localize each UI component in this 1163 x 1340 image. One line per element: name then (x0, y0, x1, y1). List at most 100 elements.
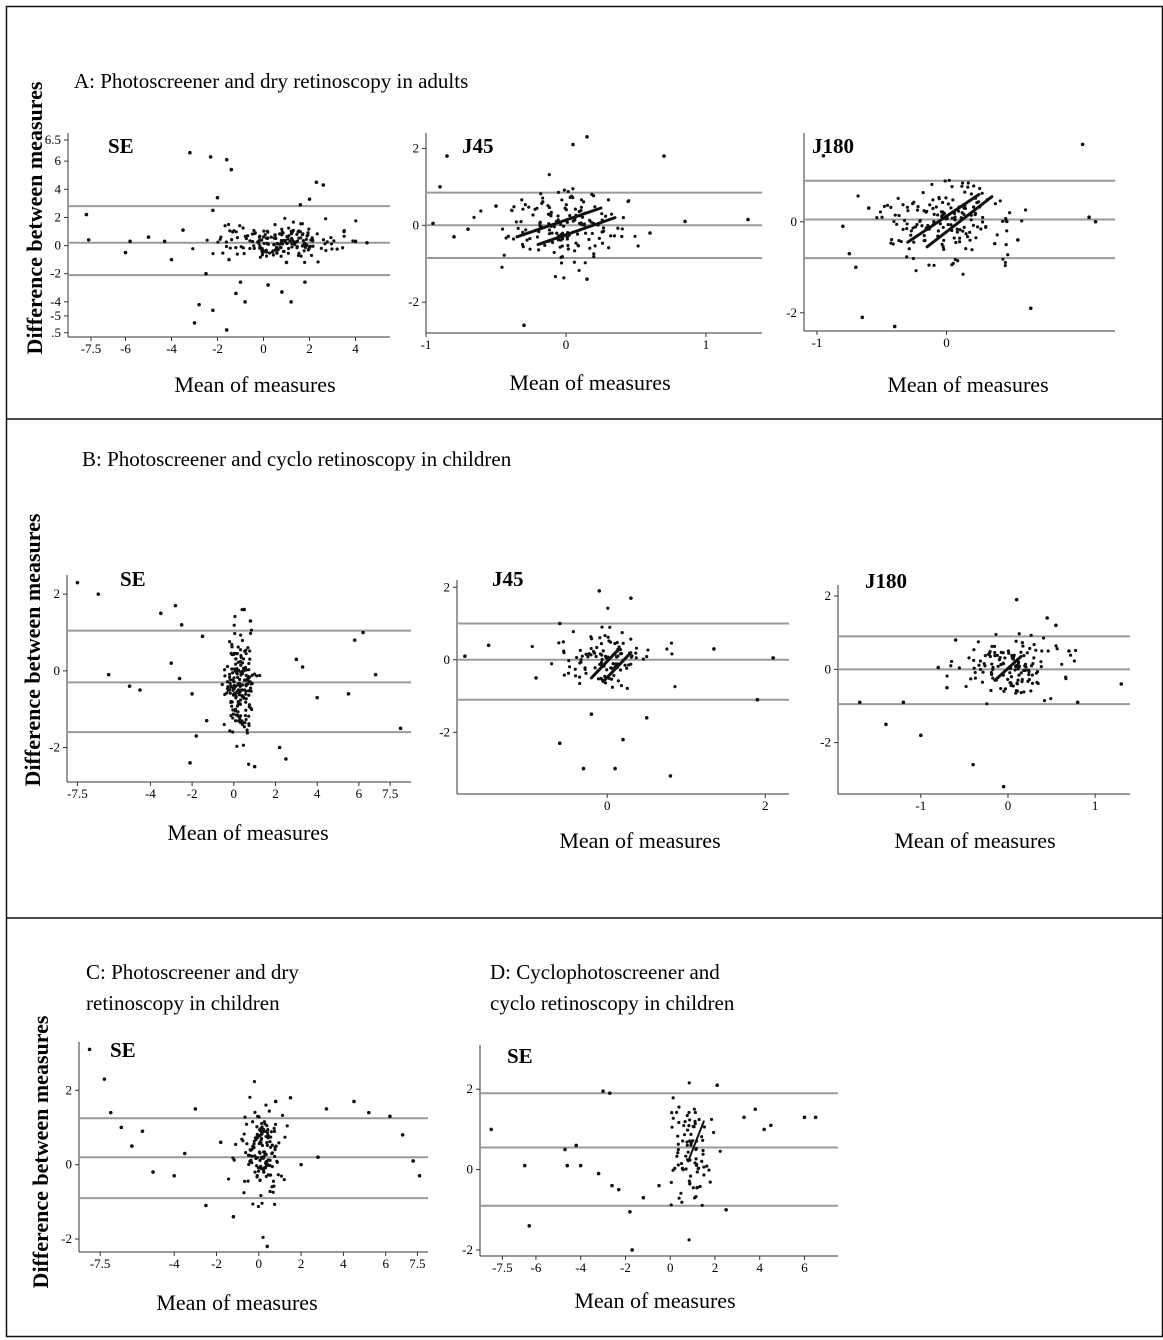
data-point (510, 208, 514, 212)
data-point (1017, 664, 1022, 668)
data-point (265, 1143, 269, 1147)
data-point (248, 619, 253, 623)
data-point (702, 1173, 706, 1177)
data-point (1016, 678, 1020, 682)
data-point (958, 236, 962, 240)
data-point (527, 205, 531, 209)
data-point (494, 204, 498, 208)
data-point (235, 252, 239, 256)
data-point (891, 242, 895, 246)
data-point (534, 676, 538, 680)
data-point (937, 197, 941, 201)
data-point (685, 1158, 690, 1162)
data-point (256, 240, 260, 244)
data-point (251, 1202, 255, 1206)
data-point (249, 689, 253, 693)
data-point (283, 1135, 287, 1139)
data-point (286, 237, 290, 241)
data-point (323, 242, 327, 246)
data-point (982, 662, 986, 666)
data-point (607, 1091, 612, 1096)
data-point (912, 240, 916, 244)
x-tick-label: -2 (187, 786, 198, 801)
data-point (272, 243, 276, 247)
data-point (889, 205, 893, 209)
data-point (577, 675, 582, 679)
data-point (547, 239, 551, 243)
data-point (306, 231, 310, 235)
data-point (605, 668, 609, 672)
data-point (400, 1133, 405, 1137)
data-point (587, 652, 591, 656)
x-axis-label: Mean of measures (887, 372, 1048, 397)
data-point (411, 1159, 415, 1163)
data-point (992, 644, 997, 649)
data-point (273, 1154, 277, 1158)
data-point (244, 1122, 249, 1126)
data-point (893, 213, 897, 217)
data-point (235, 666, 239, 671)
data-point (324, 248, 328, 253)
data-point (238, 280, 243, 284)
data-point (634, 646, 639, 650)
data-point (504, 236, 508, 240)
data-point (238, 677, 242, 682)
data-point (335, 247, 339, 251)
data-point (586, 655, 590, 659)
data-point (753, 1107, 758, 1112)
data-point (683, 219, 687, 224)
data-point (953, 257, 957, 262)
data-point (238, 659, 242, 664)
data-point (595, 645, 599, 650)
data-point (847, 251, 852, 256)
data-point (438, 185, 442, 189)
data-point (123, 250, 128, 255)
y-tick-label: -2 (49, 740, 60, 755)
data-point (957, 205, 961, 209)
x-tick-label: 0 (231, 786, 238, 801)
data-point (629, 662, 633, 666)
data-point (949, 659, 954, 664)
data-point (1022, 690, 1026, 694)
data-point (619, 683, 624, 688)
data-point (276, 1173, 280, 1177)
data-point (712, 647, 716, 651)
data-point (611, 661, 615, 666)
data-point (973, 213, 977, 217)
data-point (194, 734, 199, 738)
data-point (675, 1110, 679, 1114)
data-point (609, 212, 614, 216)
data-point (351, 239, 355, 243)
data-point (151, 1170, 155, 1174)
panel-label: SE (108, 134, 134, 158)
data-point (511, 237, 516, 241)
data-point (258, 255, 262, 259)
data-point (540, 201, 544, 206)
data-point (215, 195, 220, 200)
data-point (576, 244, 581, 248)
data-point (616, 679, 620, 683)
data-point (224, 157, 229, 162)
data-point (679, 1191, 683, 1195)
data-streak (906, 192, 981, 244)
x-tick-label: 2 (298, 1256, 305, 1271)
data-point (578, 1163, 583, 1168)
data-point (204, 718, 209, 723)
section-b-title: B: Photoscreener and cyclo retinoscopy i… (82, 447, 512, 471)
data-point (273, 1122, 278, 1127)
data-point (682, 1133, 687, 1137)
data-point (521, 245, 525, 249)
data-point (246, 1153, 251, 1157)
data-point (268, 1158, 272, 1162)
data-point (972, 658, 976, 662)
data-point (964, 684, 968, 689)
data-point (907, 247, 911, 251)
y-tick-label: 0 (825, 661, 832, 676)
x-axis-label: Mean of measures (167, 820, 328, 845)
data-point (365, 240, 369, 245)
data-point (244, 689, 248, 693)
y-tick-label: 0 (413, 217, 420, 232)
data-point (1054, 644, 1058, 648)
x-tick-label: -2 (620, 1260, 631, 1275)
data-point (718, 1149, 722, 1153)
